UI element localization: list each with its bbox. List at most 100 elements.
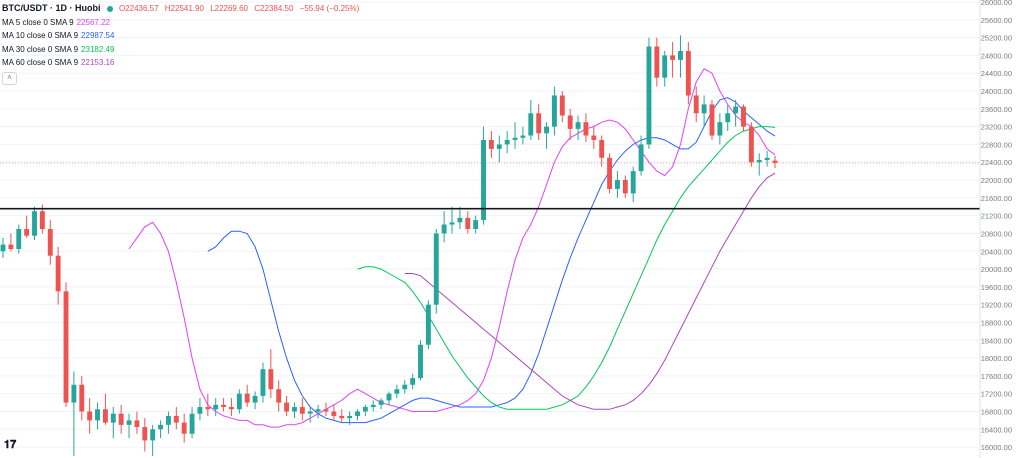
- candle-body: [0, 244, 6, 252]
- candle-body: [748, 126, 754, 163]
- symbol-header: BTC/USDT · 1D · Huobi O22436.57 H22541.9…: [2, 2, 359, 16]
- candle-body: [173, 415, 179, 423]
- indicator-label: MA 30 close 0 SMA 9: [2, 44, 79, 54]
- candle-body: [165, 415, 171, 425]
- candle-body: [772, 160, 778, 163]
- candle-body: [567, 115, 573, 129]
- candle-body: [441, 224, 447, 234]
- y-tick-label: 25600.00: [981, 16, 1012, 25]
- ohlc-change: −55.94 (−0.25%): [299, 4, 360, 13]
- candle-body: [709, 104, 715, 136]
- candle-body: [158, 424, 163, 430]
- candle-body: [473, 220, 479, 229]
- candle-body: [520, 135, 526, 138]
- indicator-value: 23182.49: [81, 44, 115, 54]
- candle-body: [394, 389, 400, 394]
- candle-body: [425, 304, 431, 345]
- y-tick-label: 26000.00: [981, 0, 1012, 7]
- candle-body: [685, 50, 691, 96]
- y-tick-label: 19200.00: [981, 301, 1012, 310]
- moving-average-lines: [128, 68, 776, 428]
- indicator-value: 22153.16: [81, 58, 115, 67]
- candle-body: [142, 427, 148, 441]
- candle-body: [16, 229, 22, 250]
- price-axis-bg: [980, 0, 1024, 458]
- candle-body: [347, 415, 353, 419]
- candle-body: [402, 384, 408, 390]
- candle-body: [95, 409, 100, 421]
- symbol-title[interactable]: BTC/USDT · 1D · Huobi: [2, 3, 101, 13]
- candle-body: [307, 411, 313, 414]
- candle-body: [496, 144, 502, 149]
- y-tick-label: 23200.00: [981, 123, 1012, 132]
- y-tick-label: 16800.00: [981, 407, 1012, 416]
- y-tick-label: 18000.00: [981, 354, 1012, 363]
- candle-body: [150, 429, 156, 441]
- chevron-up-icon[interactable]: ˄: [2, 71, 17, 85]
- candle-body: [110, 413, 116, 423]
- candle-body: [575, 122, 581, 129]
- y-tick-label: 16000.00: [981, 443, 1012, 452]
- candle-body: [299, 407, 305, 414]
- y-tick-label: 18400.00: [981, 336, 1012, 345]
- candle-body: [646, 46, 652, 145]
- candle-body: [583, 122, 589, 136]
- y-tick-label: 17200.00: [981, 390, 1012, 399]
- candle-body: [39, 211, 45, 229]
- indicator-label: MA 5 close 0 SMA 9: [2, 17, 74, 27]
- candle-body: [55, 255, 61, 292]
- candle-body: [189, 413, 195, 434]
- candle-body: [693, 95, 699, 114]
- candle-body: [244, 393, 250, 403]
- indicator-row-ma30[interactable]: MA 30 close 0 SMA 9 23182.49: [2, 43, 359, 57]
- candle-body: [197, 407, 203, 414]
- tradingview-logo[interactable]: 𝟏𝟕: [4, 439, 17, 451]
- candle-body: [47, 229, 53, 256]
- candle-body: [764, 157, 770, 161]
- candle-body: [205, 407, 211, 410]
- ma-line-ma10: [207, 97, 776, 424]
- y-tick-label: 16400.00: [981, 425, 1012, 434]
- candle-body: [481, 139, 486, 221]
- candle-body: [386, 393, 392, 401]
- candle-body: [71, 384, 77, 403]
- candle-body: [292, 407, 297, 412]
- ohlc-high: H22541.90: [164, 4, 204, 13]
- candle-body: [126, 420, 132, 425]
- indicator-row-ma60[interactable]: MA 60 close 0 SMA 9 22153.16: [2, 56, 359, 70]
- candle-body: [615, 180, 620, 189]
- indicator-row-ma5[interactable]: MA 5 close 0 SMA 9 22567.22: [2, 16, 359, 30]
- y-tick-label: 22800.00: [981, 140, 1012, 149]
- y-tick-label: 22400.00: [981, 158, 1012, 167]
- candle-body: [118, 413, 124, 425]
- candle-body: [236, 393, 242, 410]
- y-tick-label: 21600.00: [981, 194, 1012, 203]
- horizontal-level-line: 21357.4722384.50: [0, 156, 1022, 215]
- candle-body: [622, 180, 628, 194]
- ohlc-low: L22269.60: [210, 4, 249, 13]
- candle-body: [607, 157, 613, 189]
- candle-body: [355, 411, 360, 416]
- candle-body: [717, 122, 723, 136]
- candle-body: [662, 55, 668, 78]
- candle-body: [741, 106, 746, 127]
- indicator-label: MA 60 close 0 SMA 9: [2, 58, 79, 67]
- candle-body: [221, 404, 227, 408]
- candle-body: [284, 402, 290, 412]
- candle-body: [32, 211, 37, 236]
- indicator-row-ma10[interactable]: MA 10 close 0 SMA 9 22987.54: [2, 29, 359, 43]
- candle-body: [433, 233, 439, 305]
- candle-body: [63, 291, 69, 403]
- candle-body: [599, 139, 605, 158]
- candle-body: [638, 144, 644, 172]
- candle-body: [725, 113, 731, 123]
- candle-body: [331, 411, 337, 416]
- ohlc-open: O22436.57: [118, 4, 159, 13]
- candle-body: [276, 389, 282, 403]
- candle-body: [323, 409, 329, 412]
- candle-body: [654, 46, 660, 78]
- indicator-label: MA 10 close 0 SMA 9: [2, 31, 79, 40]
- candle-body: [378, 400, 384, 405]
- candle-body: [465, 217, 471, 229]
